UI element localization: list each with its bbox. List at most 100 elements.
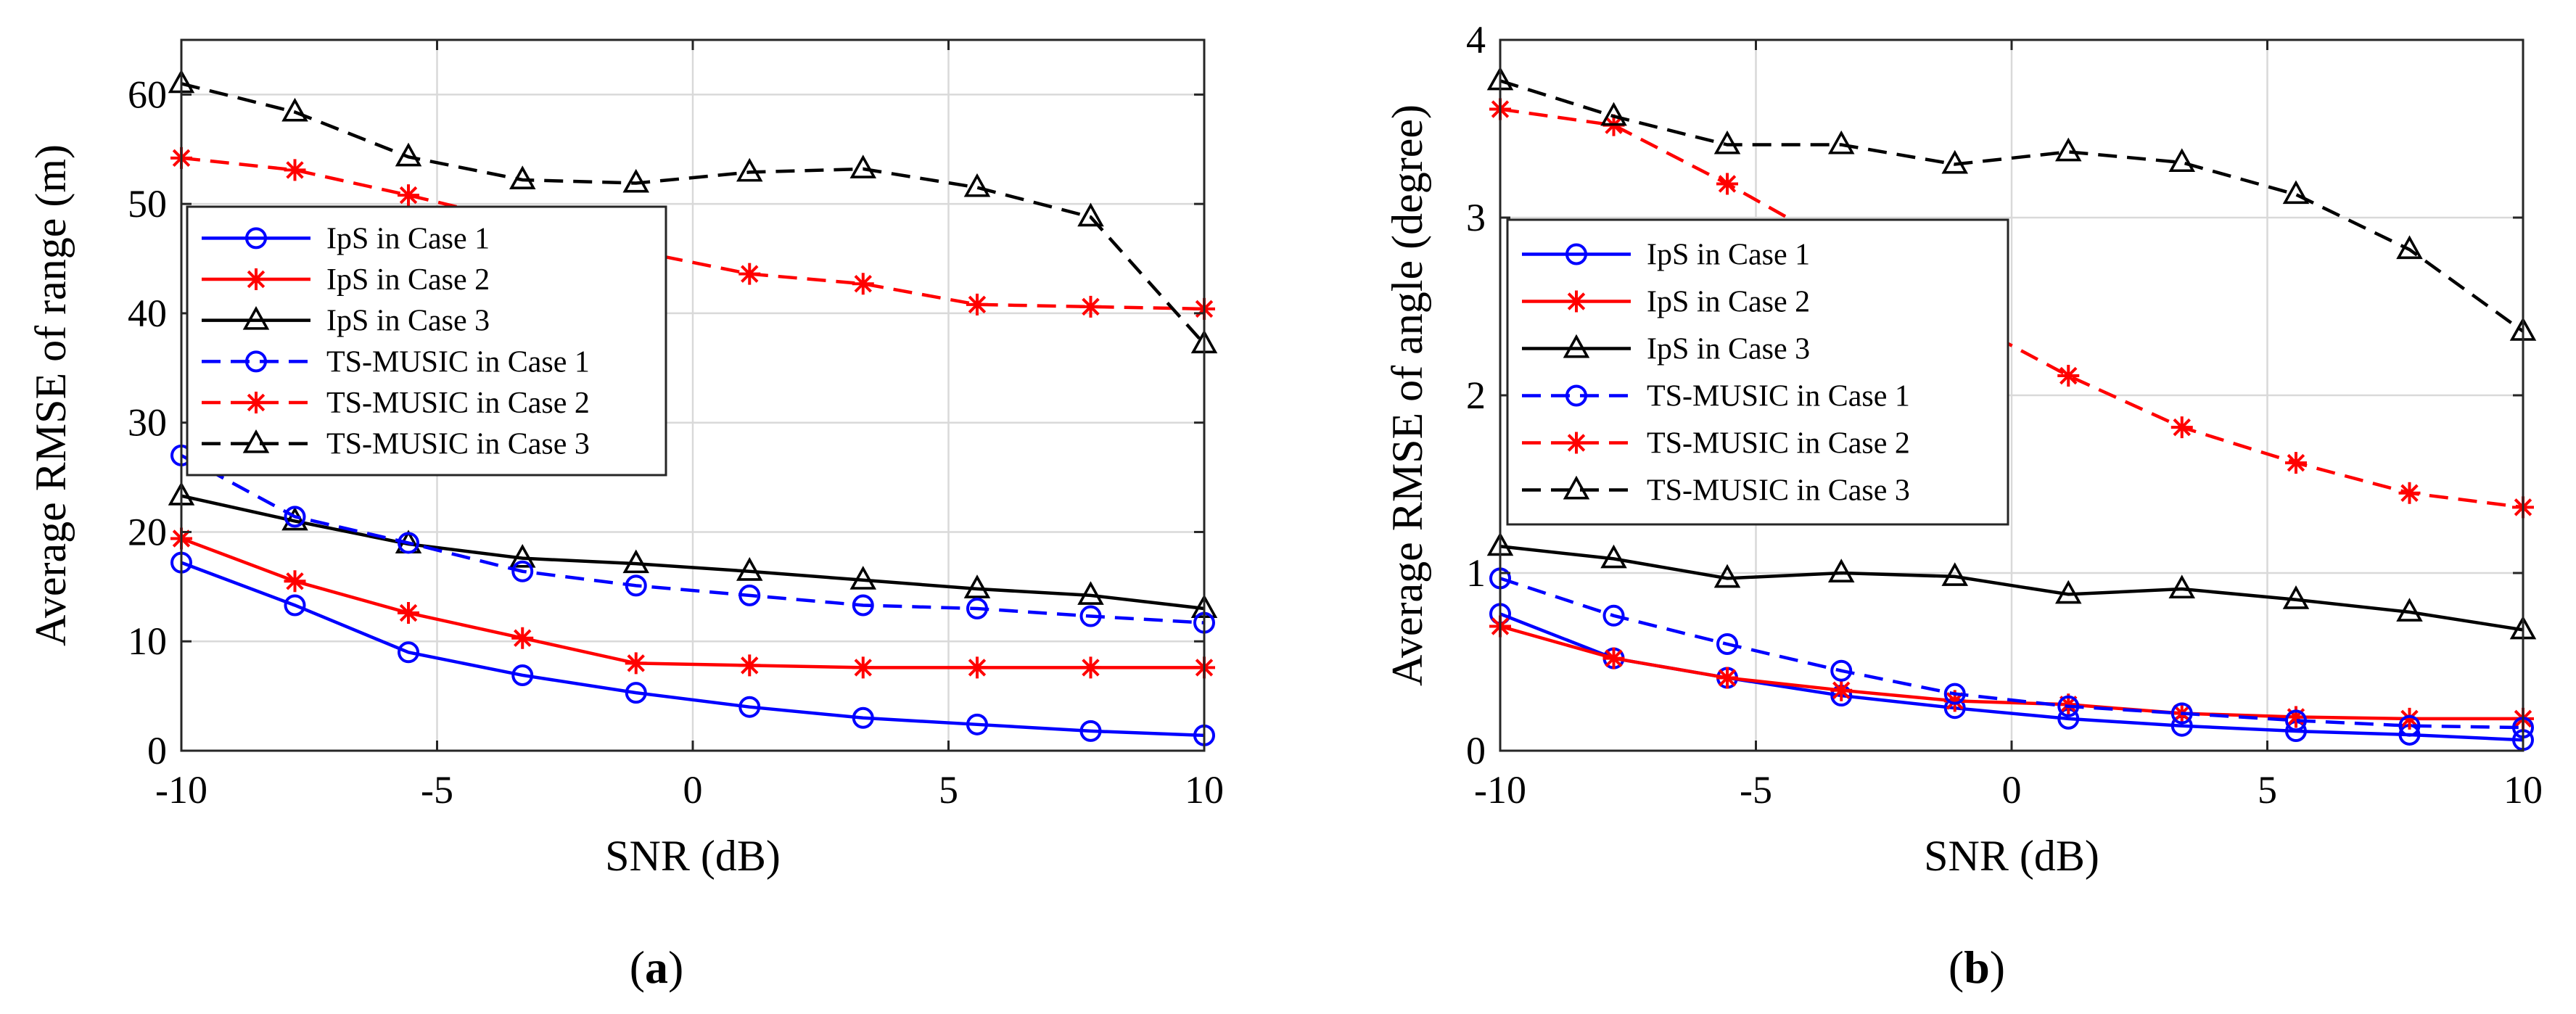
data-point [963, 173, 991, 197]
data-point [966, 713, 988, 735]
data-point [2282, 585, 2310, 609]
data-point [736, 557, 763, 581]
data-point [284, 159, 306, 181]
data-point [2398, 482, 2421, 504]
series-line [181, 537, 1204, 669]
x-tick-label: -5 [421, 768, 453, 812]
data-point [1943, 690, 1966, 712]
legend-marker [1563, 334, 1590, 358]
legend-marker [245, 268, 267, 290]
data-point [509, 543, 536, 568]
y-tick-label: 3 [1466, 196, 1486, 239]
series-line [1499, 577, 2524, 730]
data-point [1943, 683, 1966, 705]
data-point [1827, 558, 1855, 583]
data-point [2170, 702, 2193, 725]
data-point [2054, 580, 2082, 604]
y-tick-label: 20 [128, 510, 167, 553]
legend-box [1506, 218, 2009, 526]
data-point [1713, 564, 1741, 588]
series-line [181, 561, 1205, 738]
data-point [2398, 707, 2421, 730]
data-point [849, 154, 877, 178]
data-point [963, 574, 991, 598]
legend-label: TS-MUSIC in Case 1 [1647, 380, 1910, 413]
y-tick-label: 0 [147, 729, 167, 772]
x-axis-label: SNR (dB) [1924, 832, 2099, 880]
data-point [966, 598, 988, 619]
y-axis-label: Average RMSE of angle (degree) [1383, 104, 1431, 686]
panel-caption: (b) [1949, 941, 2005, 993]
data-point [1830, 659, 1853, 682]
legend-marker [1565, 384, 1587, 407]
y-tick-label: 40 [128, 292, 167, 335]
data-point [2396, 598, 2423, 622]
data-point [1716, 173, 1739, 195]
data-point [2282, 180, 2310, 205]
legend-label: IpS in Case 2 [1647, 286, 1810, 319]
series-line [181, 82, 1206, 345]
data-point [738, 696, 761, 718]
legend-marker [1565, 243, 1587, 265]
data-point [1079, 605, 1102, 627]
legend-label: TS-MUSIC in Case 2 [1647, 427, 1910, 461]
data-point [511, 627, 534, 649]
x-tick-label: -5 [1740, 768, 1772, 812]
data-point [2284, 706, 2307, 728]
series-3 [1486, 532, 2537, 640]
data-point [1602, 604, 1625, 627]
data-point [281, 97, 308, 122]
legend-marker [245, 392, 267, 413]
data-point [2054, 137, 2082, 162]
data-point [1716, 667, 1739, 689]
x-tick-label: 0 [2002, 768, 2022, 812]
data-point [2168, 148, 2196, 173]
legend-box [186, 205, 667, 477]
data-point [1941, 149, 1969, 174]
data-point [1079, 720, 1102, 742]
y-tick-label: 30 [128, 401, 167, 445]
data-point [2398, 714, 2421, 737]
legend-label: IpS in Case 3 [1647, 333, 1810, 366]
data-point [2284, 709, 2307, 732]
data-point [1827, 130, 1855, 154]
data-point [2396, 235, 2423, 260]
data-point [2057, 365, 2080, 387]
data-point [398, 641, 420, 664]
x-tick-label: 0 [683, 768, 703, 812]
legend-marker [242, 305, 270, 330]
data-point [2057, 695, 2080, 717]
y-tick-label: 2 [1466, 374, 1486, 417]
series-line [1499, 545, 2524, 632]
data-point [1079, 295, 1102, 318]
data-point [511, 560, 534, 582]
data-point [1830, 679, 1853, 701]
data-point [1077, 202, 1104, 227]
data-point [625, 682, 647, 704]
legend-label: IpS in Case 2 [326, 263, 490, 297]
series-line [1499, 107, 2524, 509]
data-point [2057, 693, 2080, 716]
data-point [398, 602, 420, 625]
x-axis-label: SNR (dB) [605, 832, 781, 880]
data-point [852, 273, 874, 295]
legend-marker [245, 227, 267, 250]
x-tick-label: 10 [2503, 768, 2543, 812]
legend-label: IpS in Case 1 [1647, 239, 1810, 272]
data-point [2168, 574, 2196, 599]
y-tick-label: 4 [1466, 18, 1486, 62]
legend: IpS in Case 1 IpS in Case 2 IpS in Case 3 T… [186, 205, 667, 477]
x-tick-label: 5 [939, 768, 958, 812]
data-point [2170, 416, 2193, 439]
y-axis-label: Average RMSE of range (m) [27, 144, 75, 646]
data-point [1713, 130, 1741, 154]
data-point [511, 664, 534, 686]
data-point [738, 654, 761, 677]
data-point [281, 506, 308, 531]
data-point [966, 656, 988, 679]
data-point [849, 566, 877, 590]
legend: IpS in Case 1 IpS in Case 2 IpS in Case 3 T… [1506, 218, 2009, 526]
panel-b: -10 -5 0 5 10 0 1 2 3 4 SNR (dB) Average RMSE of an… [1383, 18, 2543, 993]
data-point [1716, 633, 1739, 655]
